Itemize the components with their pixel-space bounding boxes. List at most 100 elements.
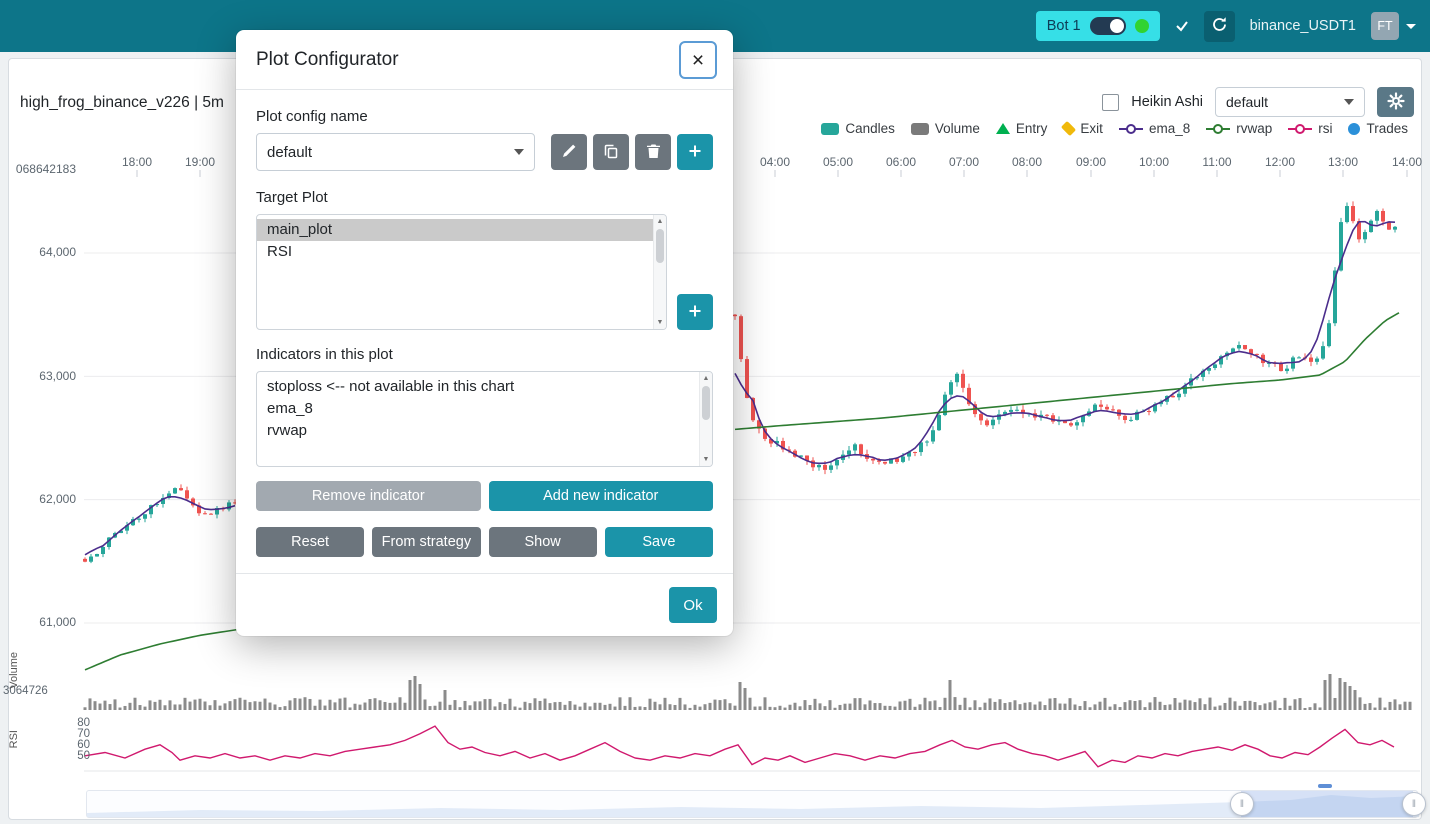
- caret-down-icon: [1406, 23, 1416, 29]
- chart-navigator[interactable]: ‖ ‖: [86, 790, 1426, 818]
- user-menu[interactable]: FT: [1371, 12, 1416, 40]
- legend-label: ema_8: [1148, 121, 1191, 136]
- legend-item-rsi[interactable]: rsi: [1288, 121, 1332, 136]
- legend-item-exit[interactable]: Exit: [1061, 120, 1103, 137]
- indicators-label: Indicators in this plot: [256, 346, 393, 363]
- target-plot-option[interactable]: main_plot: [257, 219, 653, 241]
- legend-label: rsi: [1318, 121, 1333, 136]
- delete-config-button[interactable]: [635, 134, 671, 170]
- indicator-option[interactable]: ema_8: [267, 400, 313, 417]
- plot-config-name-label: Plot config name: [256, 108, 368, 125]
- modal-footer: Ok: [236, 573, 733, 636]
- duplicate-config-button[interactable]: [593, 134, 629, 170]
- chevron-down-icon: [514, 149, 524, 155]
- scroll-down-icon[interactable]: ▼: [702, 456, 710, 463]
- config-name-select[interactable]: default: [256, 133, 535, 171]
- scroll-up-icon[interactable]: ▲: [656, 218, 664, 225]
- indicator-actions-row: Remove indicator Add new indicator: [256, 481, 713, 511]
- show-button[interactable]: Show: [488, 527, 597, 557]
- legend-item-trades[interactable]: Trades: [1348, 121, 1408, 136]
- legend-item-entry[interactable]: Entry: [995, 121, 1048, 136]
- modal-body: Plot config name default: [236, 90, 733, 557]
- navigator-selected-range[interactable]: [1241, 791, 1413, 817]
- check-icon: [1175, 20, 1189, 32]
- navigator-marker: [1318, 784, 1332, 788]
- plot-settings-button[interactable]: [1377, 87, 1414, 117]
- heikin-ashi-checkbox[interactable]: [1102, 93, 1120, 111]
- candles-swatch: [821, 122, 840, 135]
- list-scrollbar[interactable]: ▲ ▼: [699, 372, 712, 466]
- rvwap-swatch: [1206, 123, 1231, 134]
- trades-swatch: [1348, 122, 1361, 135]
- ok-button[interactable]: Ok: [669, 587, 717, 623]
- instance-name: binance_USDT1: [1249, 18, 1356, 34]
- legend-item-rvwap[interactable]: rvwap: [1206, 121, 1272, 136]
- plot-config-select-value: default: [1226, 94, 1269, 110]
- config-actions-row: Reset From strategy Show Save: [256, 527, 713, 557]
- target-plot-list: main_plot RSI ▲ ▼: [256, 214, 667, 330]
- toggle-knob: [1109, 19, 1124, 33]
- navigator-area: [87, 795, 1419, 817]
- plot-config-select[interactable]: default: [1215, 87, 1365, 117]
- remove-indicator-button[interactable]: Remove indicator: [256, 481, 481, 511]
- scrollbar-thumb[interactable]: [656, 229, 664, 263]
- heikin-ashi-label: Heikin Ashi: [1131, 94, 1203, 110]
- legend-item-candles[interactable]: Candles: [821, 121, 895, 136]
- config-name-select-value: default: [267, 143, 313, 161]
- modal-header: Plot Configurator ×: [236, 30, 733, 90]
- legend-label: Volume: [934, 121, 980, 136]
- save-button[interactable]: Save: [604, 527, 713, 557]
- bot-online-toggle[interactable]: [1089, 17, 1126, 35]
- gear-icon: [1386, 91, 1405, 113]
- pencil-icon: [561, 143, 577, 162]
- navigator-handle-left[interactable]: ‖: [1230, 792, 1254, 816]
- plus-icon: [687, 143, 703, 162]
- bot-status-dot: [1134, 19, 1149, 33]
- legend-label: Exit: [1080, 121, 1103, 136]
- config-row: default: [256, 133, 713, 171]
- legend-label: rvwap: [1236, 121, 1273, 136]
- from-strategy-button[interactable]: From strategy: [372, 527, 481, 557]
- volume-axis-title: Volume: [8, 652, 20, 689]
- scrollbar-thumb[interactable]: [702, 386, 710, 420]
- chart-controls: Heikin Ashi default: [1102, 87, 1414, 117]
- add-plot-button[interactable]: [677, 294, 713, 330]
- target-plot-option[interactable]: RSI: [267, 243, 293, 260]
- legend-item-volume[interactable]: Volume: [910, 121, 980, 136]
- volume-swatch: [910, 122, 929, 135]
- chart-title: high_frog_binance_v226 | 5m: [20, 94, 224, 111]
- chart-legend: Candles Volume Entry Exit ema_8 rvwap rsi Trade…: [821, 120, 1408, 137]
- indicator-option[interactable]: stoploss <-- not available in this chart: [267, 378, 515, 395]
- trash-icon: [646, 143, 661, 162]
- add-indicator-button[interactable]: Add new indicator: [488, 481, 713, 511]
- rsi-axis-title: RSI: [8, 730, 20, 749]
- legend-label: Entry: [1015, 121, 1048, 136]
- ema_8-swatch: [1118, 123, 1143, 134]
- navigator-handle-right[interactable]: ‖: [1402, 792, 1426, 816]
- copy-icon: [603, 143, 619, 162]
- plot-configurator-modal: Plot Configurator × Plot config name def…: [236, 30, 733, 636]
- legend-label: Candles: [845, 121, 895, 136]
- refresh-button[interactable]: [1203, 10, 1235, 42]
- edit-config-button[interactable]: [551, 134, 587, 170]
- list-scrollbar[interactable]: ▲ ▼: [653, 215, 666, 329]
- entry-swatch: [995, 123, 1010, 134]
- modal-title: Plot Configurator: [256, 49, 399, 70]
- indicators-list: stoploss <-- not available in this chart…: [256, 371, 713, 467]
- bot-selector[interactable]: Bot 1: [1035, 11, 1160, 41]
- indicator-option[interactable]: rvwap: [267, 422, 308, 439]
- avatar: FT: [1371, 12, 1399, 40]
- refresh-icon: [1211, 16, 1228, 36]
- target-plot-label: Target Plot: [256, 189, 328, 206]
- add-config-button[interactable]: [677, 134, 713, 170]
- legend-item-ema_8[interactable]: ema_8: [1118, 121, 1191, 136]
- scroll-up-icon[interactable]: ▲: [702, 375, 710, 382]
- chevron-down-icon: [1344, 99, 1354, 105]
- close-button[interactable]: ×: [679, 41, 717, 79]
- scroll-down-icon[interactable]: ▼: [656, 319, 664, 326]
- bot-name: Bot 1: [1046, 18, 1081, 34]
- exit-swatch: [1061, 120, 1077, 137]
- rsi-swatch: [1288, 123, 1313, 134]
- reset-button[interactable]: Reset: [256, 527, 365, 557]
- plus-icon: [687, 303, 703, 322]
